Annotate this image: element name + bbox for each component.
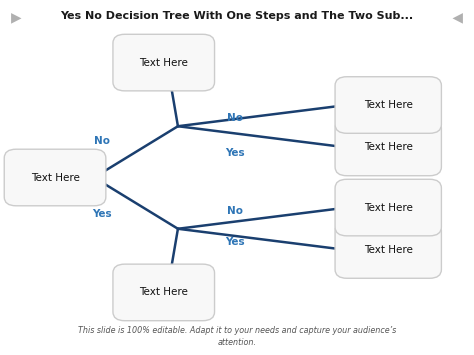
Text: Text Here: Text Here bbox=[364, 203, 413, 213]
FancyBboxPatch shape bbox=[335, 179, 441, 236]
Text: Text Here: Text Here bbox=[364, 245, 413, 255]
FancyBboxPatch shape bbox=[4, 149, 106, 206]
Polygon shape bbox=[11, 13, 21, 24]
Text: This slide is 100% editable. Adapt it to your needs and capture your audience’s
: This slide is 100% editable. Adapt it to… bbox=[78, 326, 396, 348]
Text: Text Here: Text Here bbox=[364, 142, 413, 152]
Text: Text Here: Text Here bbox=[364, 100, 413, 110]
Text: Yes No Decision Tree With One Steps and The Two Sub...: Yes No Decision Tree With One Steps and … bbox=[61, 11, 413, 21]
Text: No: No bbox=[94, 136, 110, 146]
Text: Yes: Yes bbox=[92, 209, 112, 219]
Text: Text Here: Text Here bbox=[139, 58, 188, 67]
Polygon shape bbox=[453, 13, 463, 24]
Text: Text Here: Text Here bbox=[31, 173, 80, 182]
Text: Text Here: Text Here bbox=[139, 288, 188, 297]
FancyBboxPatch shape bbox=[335, 77, 441, 133]
FancyBboxPatch shape bbox=[113, 34, 215, 91]
Text: No: No bbox=[227, 206, 243, 216]
FancyBboxPatch shape bbox=[335, 119, 441, 176]
FancyBboxPatch shape bbox=[113, 264, 215, 321]
FancyBboxPatch shape bbox=[335, 222, 441, 278]
Text: Yes: Yes bbox=[225, 148, 245, 158]
Text: Yes: Yes bbox=[225, 237, 245, 247]
Text: No: No bbox=[227, 113, 243, 123]
